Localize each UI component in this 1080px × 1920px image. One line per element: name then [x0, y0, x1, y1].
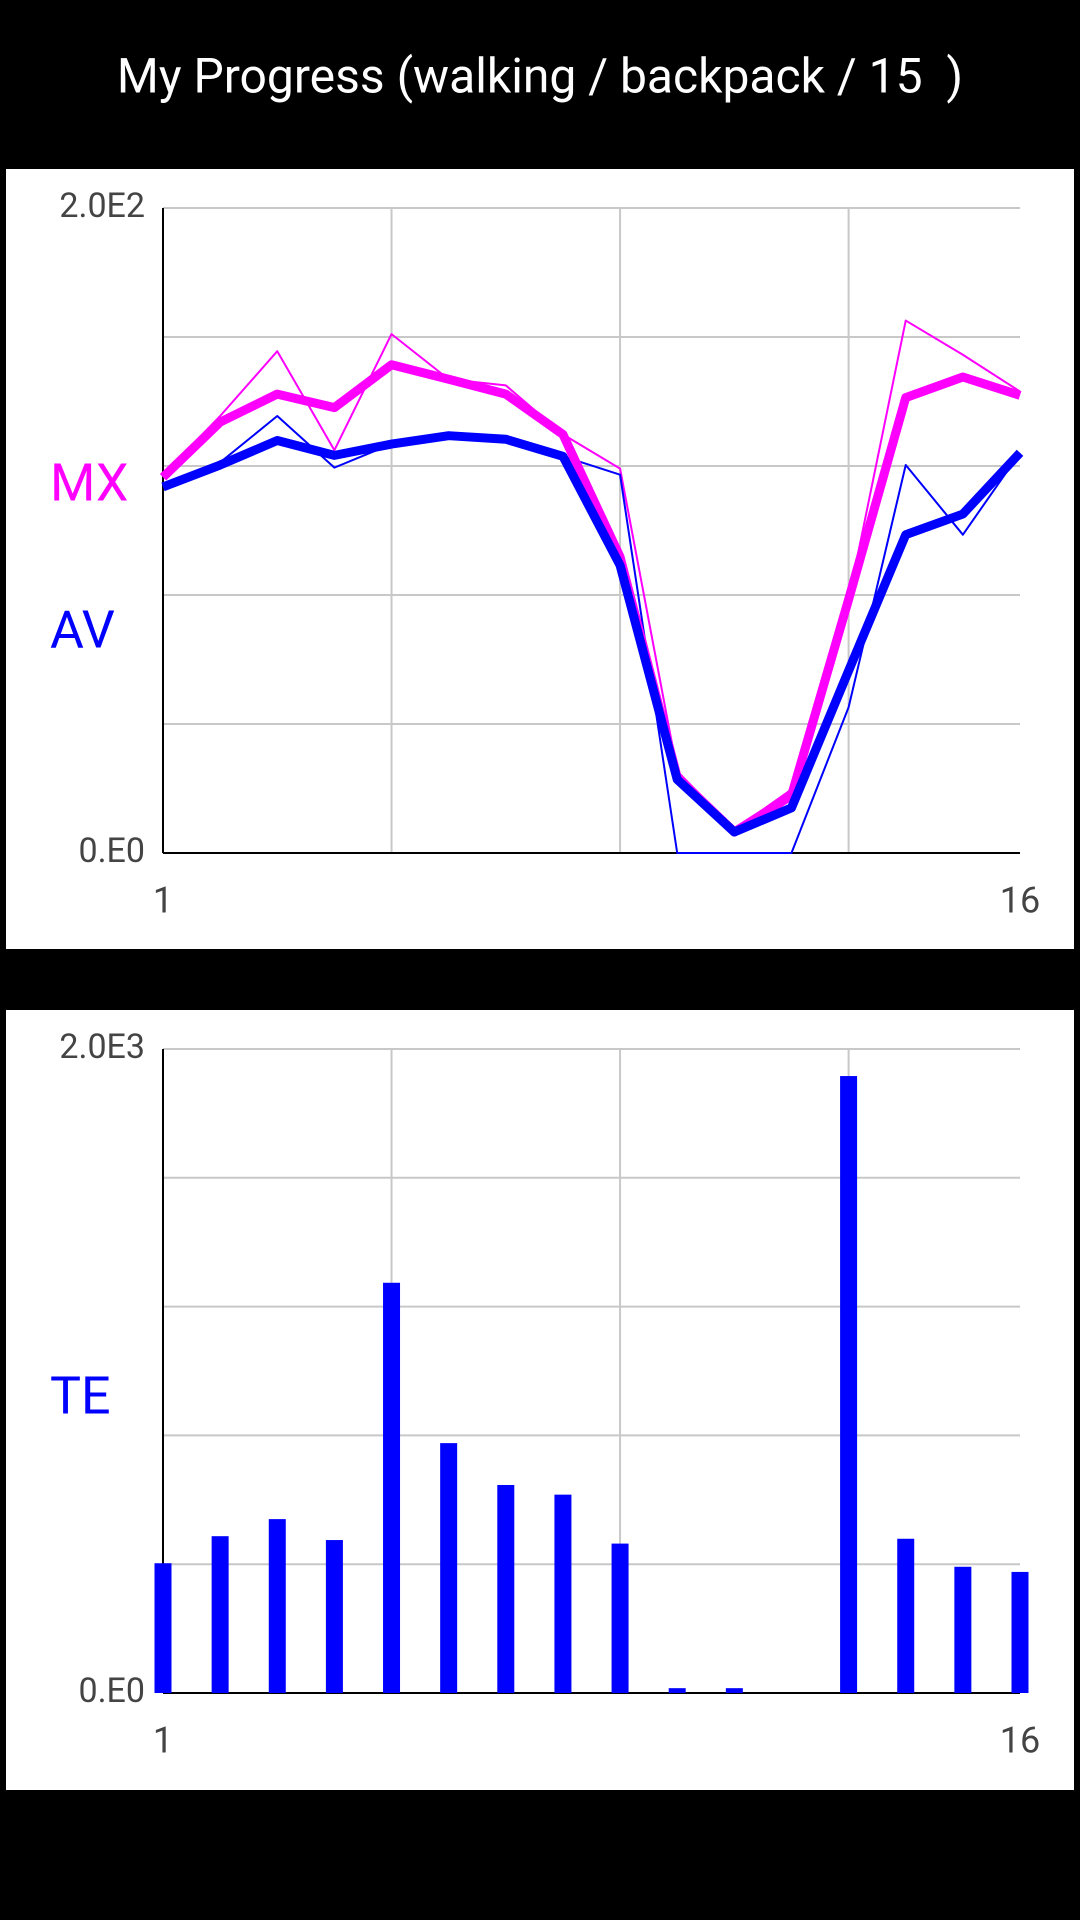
bar — [154, 1563, 172, 1693]
x-tick-label: 16 — [1000, 880, 1040, 922]
bar — [1011, 1571, 1029, 1693]
page-title: My Progress (walking / backpack / 15 ) — [117, 48, 963, 105]
bar — [497, 1484, 515, 1693]
bar — [440, 1443, 458, 1693]
bar — [268, 1519, 286, 1693]
data-line — [161, 431, 1024, 837]
bar — [383, 1282, 401, 1693]
bar — [611, 1543, 629, 1693]
bar — [554, 1494, 572, 1693]
y-tick-label: 2.0E2 — [59, 186, 145, 226]
legend-label: TE — [50, 1366, 111, 1427]
bar — [668, 1688, 686, 1693]
bar — [840, 1076, 858, 1693]
chart-panel — [6, 1010, 1074, 1790]
x-tick-label: 1 — [153, 1720, 173, 1762]
bar — [954, 1566, 972, 1693]
y-tick-label: 2.0E3 — [59, 1027, 145, 1067]
y-tick-label: 0.E0 — [78, 1671, 145, 1711]
y-tick-label: 0.E0 — [78, 831, 145, 871]
bar — [897, 1538, 915, 1693]
data-line — [159, 360, 1022, 837]
bar — [325, 1540, 343, 1693]
legend-label: AV — [50, 600, 115, 661]
bar — [211, 1536, 229, 1693]
legend-label: MX — [50, 453, 128, 514]
x-tick-label: 1 — [153, 880, 173, 922]
chart-panel — [6, 169, 1074, 949]
bar — [725, 1688, 743, 1693]
x-tick-label: 16 — [1000, 1720, 1040, 1762]
data-line — [162, 415, 1021, 854]
